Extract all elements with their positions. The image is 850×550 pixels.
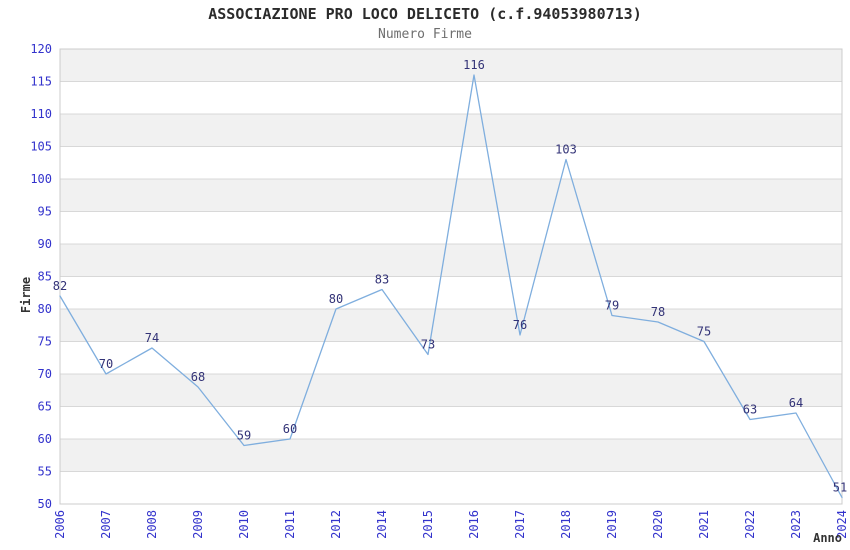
data-point-label: 63 [743,403,757,417]
background-band [60,374,842,407]
x-tick-label: 2011 [283,510,297,539]
data-point-label: 80 [329,292,343,306]
data-point-label: 68 [191,370,205,384]
y-tick-label: 75 [38,335,52,349]
x-tick-label: 2014 [375,510,389,539]
x-tick-label: 2020 [651,510,665,539]
x-tick-label: 2015 [421,510,435,539]
y-tick-label: 80 [38,302,52,316]
x-tick-label: 2010 [237,510,251,539]
y-tick-label: 85 [38,270,52,284]
background-band [60,179,842,212]
x-axis-title: Anno [813,531,842,545]
data-point-label: 64 [789,396,803,410]
y-tick-label: 105 [30,140,52,154]
background-band [60,244,842,277]
x-tick-label: 2007 [99,510,113,539]
y-tick-label: 50 [38,497,52,511]
data-point-label: 79 [605,299,619,313]
data-line [59,74,843,499]
x-tick-label: 2021 [697,510,711,539]
y-tick-label: 60 [38,432,52,446]
background-band [60,49,842,82]
data-point-label: 70 [99,357,113,371]
background-band [60,439,842,472]
y-tick-label: 65 [38,400,52,414]
data-point-label: 82 [53,279,67,293]
data-point-label: 74 [145,331,159,345]
plot-border [59,48,843,505]
data-point-label: 51 [833,481,847,495]
x-tick-label: 2006 [53,510,67,539]
y-tick-label: 70 [38,367,52,381]
chart-title: ASSOCIAZIONE PRO LOCO DELICETO (c.f.9405… [208,5,642,23]
data-point-label: 60 [283,422,297,436]
x-tick-label: 2009 [191,510,205,539]
data-point-label: 76 [513,318,527,332]
y-tick-label: 120 [30,42,52,56]
x-tick-label: 2008 [145,510,159,539]
x-tick-label: 2019 [605,510,619,539]
data-point-label: 103 [555,143,577,157]
x-tick-label: 2018 [559,510,573,539]
data-point-label: 75 [697,325,711,339]
x-tick-label: 2022 [743,510,757,539]
data-point-label: 59 [237,429,251,443]
x-tick-label: 2016 [467,510,481,539]
y-tick-label: 115 [30,75,52,89]
x-tick-label: 2017 [513,510,527,539]
background-band [60,114,842,147]
data-point-label: 78 [651,305,665,319]
y-tick-label: 95 [38,205,52,219]
data-point-label: 73 [421,338,435,352]
background-band [60,309,842,342]
x-tick-label: 2023 [789,510,803,539]
x-tick-label: 2024 [835,510,849,539]
chart-subtitle: Numero Firme [378,27,472,42]
x-tick-label: 2012 [329,510,343,539]
y-tick-label: 100 [30,172,52,186]
data-point-label: 116 [463,58,485,72]
y-tick-label: 55 [38,465,52,479]
data-point-label: 83 [375,273,389,287]
y-tick-label: 90 [38,237,52,251]
y-axis-title: Firme [19,277,33,313]
y-tick-label: 110 [30,107,52,121]
